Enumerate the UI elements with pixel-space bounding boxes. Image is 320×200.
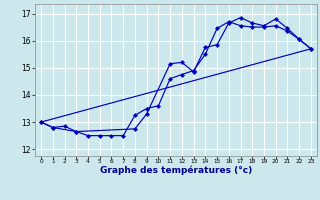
X-axis label: Graphe des températures (°c): Graphe des températures (°c)	[100, 166, 252, 175]
